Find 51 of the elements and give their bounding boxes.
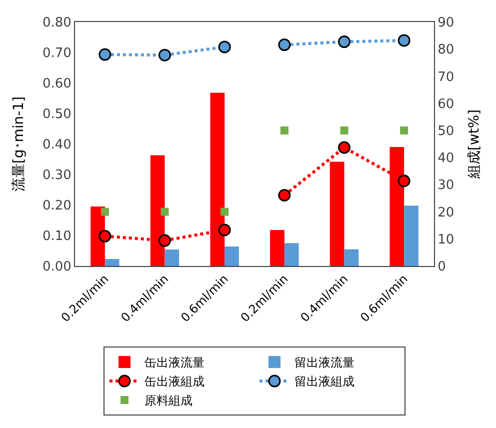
point [280, 126, 288, 134]
point [278, 188, 291, 202]
point [278, 38, 291, 52]
point [338, 36, 350, 48]
bar [164, 250, 180, 266]
bar [104, 258, 120, 266]
y2-tick-label: 40 [438, 151, 454, 166]
bar [404, 206, 418, 266]
y-tick-label: 0.60 [42, 76, 72, 92]
y2-tick-label: 60 [438, 96, 454, 112]
point [160, 208, 169, 216]
point [158, 234, 171, 247]
legend-label: 留出液流量 [294, 356, 354, 370]
legend-label: 留出液組成 [294, 374, 354, 389]
point [398, 34, 410, 47]
y2-tick-label: 0 [438, 260, 446, 275]
point [218, 40, 231, 54]
point [218, 224, 231, 236]
y2-tick-label: 10 [438, 232, 454, 248]
legend-label: 缶出液流量 [144, 356, 204, 370]
y-tick-label: 0.30 [42, 168, 72, 184]
point [98, 230, 112, 242]
y2-tick-label: 20 [438, 205, 454, 220]
y-tick-label: 0.50 [42, 107, 72, 122]
point [220, 208, 229, 216]
bar [284, 243, 299, 266]
y-tick-label: 0.20 [42, 198, 72, 214]
point [400, 126, 408, 134]
y2-axis-title: 組成[wt%] [466, 109, 482, 180]
legend-label: 原料組成 [144, 394, 192, 408]
bar [224, 246, 239, 266]
y-tick-label: 0.70 [42, 46, 72, 62]
y2-tick-label: 80 [438, 42, 454, 58]
y-tick-label: 0.80 [42, 16, 72, 31]
bar [270, 230, 284, 266]
y-tick-label: 0.00 [42, 260, 72, 275]
point [158, 48, 171, 62]
point [340, 126, 348, 134]
y-tick-label: 0.10 [42, 229, 72, 244]
y-tick-label: 0.40 [42, 138, 72, 153]
y2-tick-label: 30 [438, 178, 454, 194]
y2-tick-label: 50 [438, 124, 454, 139]
point [398, 174, 410, 188]
y2-tick-label: 90 [438, 16, 454, 31]
bar [344, 249, 359, 266]
y2-tick-label: 70 [438, 70, 454, 85]
point [100, 208, 109, 216]
point [338, 141, 350, 154]
y-axis-title: 流量[g･min-1] [11, 96, 28, 192]
point [98, 48, 112, 61]
legend-label: 缶出液組成 [144, 374, 204, 389]
